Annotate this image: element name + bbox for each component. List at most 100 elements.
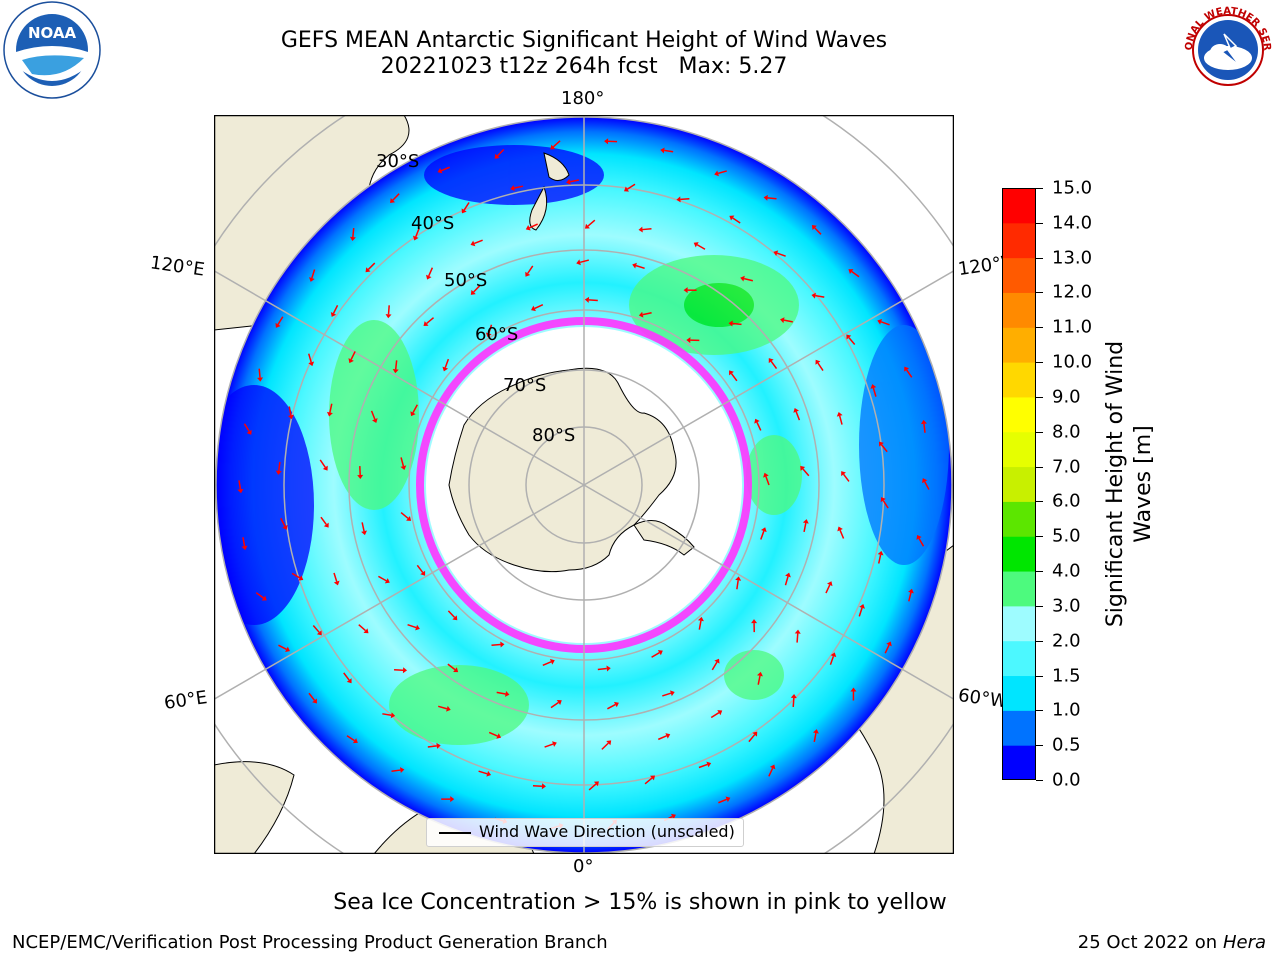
wind-wave-arrowhead [312, 698, 317, 704]
wind-wave-arrowhead [632, 262, 637, 269]
map-legend: Wind Wave Direction (unscaled) [426, 818, 744, 847]
colorbar-band [1002, 675, 1036, 711]
wind-wave-arrowhead [830, 652, 837, 658]
wind-wave-arrowhead [877, 319, 883, 325]
wind-wave-arrow [813, 732, 817, 743]
wind-wave-arrowhead [505, 691, 510, 697]
wind-wave-arrowhead [660, 147, 665, 154]
wind-wave-arrowhead [815, 359, 821, 365]
wind-wave-arrow [407, 623, 417, 629]
colorbar-tick-label: 10.0 [1052, 351, 1093, 373]
wind-wave-arrowhead [811, 292, 816, 299]
wind-wave-arrowhead [346, 678, 352, 684]
wind-wave-arrowhead [657, 650, 663, 656]
wind-wave-arrow [382, 713, 392, 717]
colorbar-tick-label: 12.0 [1052, 281, 1093, 303]
wind-wave-arrowhead [275, 322, 281, 328]
wind-wave-arrow [527, 265, 534, 274]
wind-wave-arrow [710, 712, 720, 719]
wind-wave-arrow [277, 316, 284, 325]
colorbar-tick-label: 6.0 [1052, 490, 1081, 512]
wind-wave-arrowhead [793, 407, 799, 413]
wind-wave-arrowhead [298, 575, 304, 581]
legend-label: Wind Wave Direction (unscaled) [479, 822, 735, 841]
wind-wave-arrow [884, 644, 890, 654]
noaa-logo: NOAA [3, 1, 101, 99]
wind-wave-arrow [255, 592, 264, 599]
colorbar-tick-mark [1036, 571, 1043, 573]
wind-wave-arrowhead [880, 497, 886, 503]
wind-wave-arrowhead [365, 267, 371, 273]
colorbar-band [1002, 327, 1036, 363]
wind-wave-arrow [491, 643, 501, 646]
wind-wave-arrow [838, 415, 843, 425]
wind-wave-arrowhead [525, 271, 531, 277]
wind-wave-arrowhead [846, 334, 852, 340]
wind-wave-arrow [332, 304, 339, 314]
colorbar-tick-mark [1036, 327, 1043, 329]
wind-wave-arrowhead [790, 693, 797, 699]
wind-wave-arrowhead [613, 701, 619, 708]
wind-wave-arrow [426, 317, 435, 325]
wind-wave-arrowhead [241, 545, 248, 551]
wind-wave-arrowhead [638, 226, 643, 233]
wind-wave-arrow [923, 423, 926, 433]
colorbar-band [1002, 745, 1036, 780]
colorbar-band [1002, 501, 1036, 537]
wind-wave-arrowhead [257, 377, 264, 382]
wind-wave-arrow [447, 663, 456, 671]
wind-wave-arrowhead [549, 659, 555, 665]
lon-label-upper-right: 120°W [956, 252, 1006, 281]
wind-wave-arrowhead [361, 530, 367, 536]
wind-wave-arrowhead [920, 419, 927, 425]
wind-wave-arrow [352, 228, 355, 238]
wind-wave-arrowhead [606, 665, 611, 672]
wind-wave-arrowhead [494, 153, 500, 159]
wind-wave-arrowhead [246, 429, 252, 435]
polar-map: 30°S 40°S 50°S 60°S 70°S 80°S [214, 115, 954, 854]
wind-wave-arrow [400, 511, 409, 519]
wind-wave-arrow [829, 655, 835, 665]
wind-wave-arrow [529, 223, 538, 229]
wind-wave-arrowhead [357, 474, 364, 480]
wind-wave-arrowhead [802, 519, 809, 524]
wind-wave-arrow [796, 633, 799, 643]
wind-wave-arrowhead [768, 358, 774, 364]
wind-wave-arrowhead [420, 570, 426, 576]
wind-wave-arrow [308, 692, 316, 701]
wind-wave-arrow [416, 564, 424, 573]
wind-wave-arrowhead [385, 314, 392, 319]
wind-wave-arrowhead [877, 550, 884, 556]
wind-wave-arrowhead [285, 646, 290, 652]
wind-wave-arrow [783, 319, 793, 323]
wind-wave-arrowhead [593, 781, 599, 787]
colorbar-tick-label: 7.0 [1052, 456, 1081, 478]
wind-wave-arrowhead [406, 515, 412, 521]
wind-wave-arrowhead [261, 595, 267, 601]
wind-wave-arrowhead [757, 671, 763, 677]
colorbar-tick-mark [1036, 710, 1043, 712]
wind-wave-arrowhead [813, 729, 819, 734]
wind-wave-arrow [760, 530, 765, 540]
wind-wave-arrowhead [904, 366, 910, 372]
wind-wave-arrowhead [402, 667, 408, 674]
antarctica-land [448, 367, 677, 573]
wind-wave-arrowhead [525, 225, 531, 231]
wind-wave-arrow [587, 219, 596, 227]
colorbar-tick-mark [1036, 675, 1043, 677]
colorbar-band [1002, 257, 1036, 293]
wind-wave-arrow [642, 312, 652, 316]
wind-wave-arrow [882, 500, 889, 509]
wind-wave-arrowhead [735, 576, 742, 581]
wind-wave-arrowhead [410, 411, 416, 417]
wind-wave-arrowhead [916, 534, 922, 540]
wind-wave-arrow [588, 783, 597, 791]
colorbar-band [1002, 571, 1036, 607]
wind-wave-arrowhead [751, 619, 758, 624]
wind-wave-arrowhead [773, 250, 779, 256]
wind-wave-arrow [657, 735, 667, 741]
wind-wave-arrowhead [400, 465, 407, 470]
colorbar-tick-label: 2.0 [1052, 630, 1081, 652]
wind-wave-arrow [732, 217, 741, 224]
colorbar-tick-label: 9.0 [1052, 386, 1081, 408]
